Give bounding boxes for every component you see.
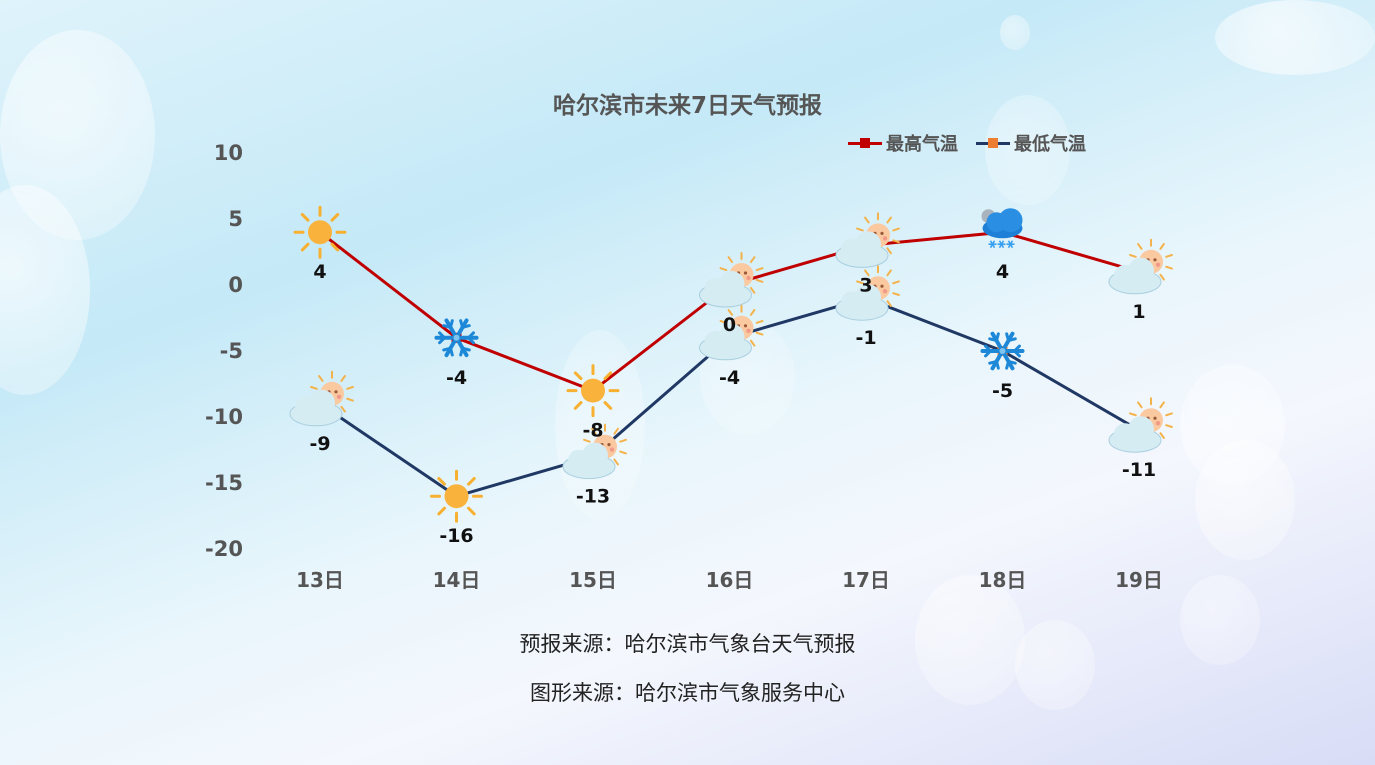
data-label-max: 4 <box>313 261 326 283</box>
y-tick-label: -10 <box>205 405 243 429</box>
chart-legend: 最高气温 最低气温 <box>848 130 1086 156</box>
x-tick-label: 19日 <box>1115 568 1163 592</box>
graphic-source: 图形来源：哈尔滨市气象服务中心 <box>530 681 845 705</box>
y-tick-label: -15 <box>205 471 243 495</box>
background-bubble <box>1195 440 1295 560</box>
y-tick-label: -5 <box>220 339 243 363</box>
background-bubble <box>1180 575 1260 665</box>
chart-title: 哈尔滨市未来7日天气预报 <box>552 93 822 119</box>
x-tick-label: 15日 <box>569 568 617 592</box>
cloudy-sun-icon <box>562 423 627 480</box>
snowflake-icon <box>434 318 479 358</box>
y-tick-label: 5 <box>228 207 243 231</box>
data-label-max: -4 <box>446 367 467 389</box>
legend-label-min: 最低气温 <box>1014 134 1086 155</box>
data-label-min: -16 <box>439 525 473 547</box>
x-tick-label: 13日 <box>296 568 344 592</box>
legend-label-max: 最高气温 <box>886 134 958 155</box>
snowflake-icon <box>980 331 1025 371</box>
y-tick-label: 0 <box>228 273 243 297</box>
data-label-max: -8 <box>582 420 603 442</box>
data-label-max: 0 <box>723 314 736 336</box>
cloudy-sun-icon <box>835 212 900 268</box>
x-tick-label: 16日 <box>706 568 754 592</box>
data-label-max: 4 <box>996 261 1009 283</box>
legend-swatch-min <box>976 136 1010 150</box>
legend-item-min[interactable]: 最低气温 <box>976 130 1086 156</box>
sun-icon <box>430 469 483 523</box>
cloudy-sun-icon <box>289 370 354 427</box>
y-tick-label: -20 <box>205 537 243 561</box>
cloudy-sun-icon <box>1108 397 1173 453</box>
x-tick-label: 17日 <box>842 568 890 592</box>
cloudy-sun-icon <box>699 252 764 308</box>
background-bubble <box>915 575 1025 705</box>
data-label-min: -5 <box>992 380 1013 402</box>
cloudy-sun-icon <box>699 304 764 361</box>
data-label-min: -9 <box>309 433 330 455</box>
forecast-source: 预报来源：哈尔滨市气象台天气预报 <box>519 632 856 656</box>
x-tick-label: 14日 <box>433 568 481 592</box>
background-bubble <box>1015 620 1095 710</box>
sun-icon <box>566 364 620 418</box>
cloudy-sun-icon <box>835 265 900 321</box>
data-label-min: -4 <box>719 367 740 389</box>
legend-item-max[interactable]: 最高气温 <box>848 130 958 156</box>
background-bubble <box>985 95 1070 205</box>
data-label-max: 3 <box>859 274 872 296</box>
legend-swatch-max <box>848 136 882 150</box>
data-label-min: -11 <box>1122 459 1156 481</box>
x-tick-label: 18日 <box>979 568 1027 592</box>
data-label-min: -1 <box>855 327 876 349</box>
background-bubble <box>1215 0 1375 75</box>
background-bubble <box>1000 15 1030 50</box>
sun-icon <box>293 205 347 259</box>
data-label-max: 1 <box>1132 301 1145 323</box>
y-tick-label: 10 <box>214 141 243 165</box>
snow-cloud-icon <box>981 208 1023 249</box>
cloudy-sun-icon <box>1108 238 1173 295</box>
data-label-min: -13 <box>576 486 610 508</box>
